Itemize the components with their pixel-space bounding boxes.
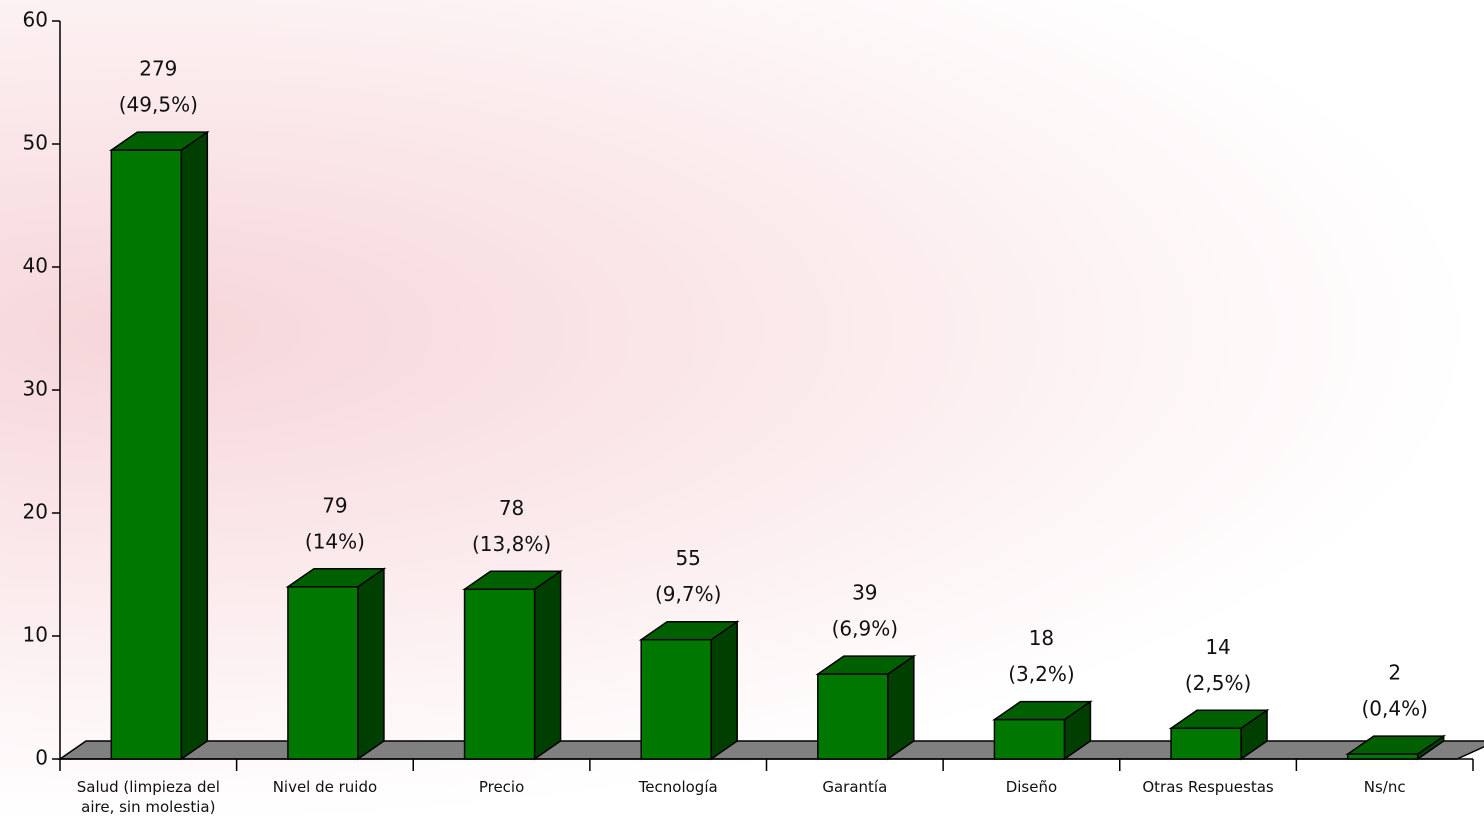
value-label: (0,4%) [1361,697,1427,721]
bar [815,654,917,761]
x-tick-label: Otras Respuestas [1142,778,1274,796]
bar-side [710,620,738,761]
x-tick-label: Tecnología [638,778,718,796]
x-tick-label-box: Ns/nc [1363,778,1406,796]
bar-side [357,567,385,761]
value-label: (6,9%) [832,617,898,641]
value-label: (14%) [305,529,365,553]
bar-front [993,718,1066,760]
count-label: 2 [1388,661,1401,685]
bar [108,130,210,761]
value-label: (2,5%) [1185,671,1251,695]
bar [1345,734,1447,761]
y-tick-label: 40 [23,254,48,278]
count-label: 39 [852,581,877,605]
bar-side [180,130,209,761]
bar-front [1346,753,1419,760]
y-tick-label: 50 [23,131,48,155]
x-tick-label: Garantía [822,778,888,796]
y-tick-label: 60 [23,8,48,32]
x-tick-label-box: Garantía [822,778,888,796]
count-label: 78 [499,496,524,520]
bar-side [533,569,562,761]
value-label: (3,2%) [1008,662,1074,686]
value-label: (49,5%) [119,93,198,117]
x-tick-label-box: Diseño [1005,778,1058,796]
bar [638,620,740,761]
bar-front [110,149,183,760]
count-label: 79 [322,493,347,517]
x-tick-label-box: Tecnología [638,778,718,796]
bar [285,567,387,761]
bar-front [817,673,889,760]
x-tick-label: Salud (limpieza del aire, sin molestia) [76,778,220,816]
bar [1168,708,1270,761]
x-tick-label: Precio [478,778,525,796]
count-label: 279 [139,57,177,81]
bar-front [640,638,712,760]
bar-front [287,586,359,760]
bar-front [1170,727,1242,760]
x-tick-label-box: Salud (limpieza del aire, sin molestia) [76,778,220,816]
count-label: 55 [675,546,700,570]
x-tick-label: Diseño [1005,778,1058,796]
x-tick-label-box: Precio [478,778,525,796]
y-tick-label: 20 [23,500,48,524]
bar [462,569,563,761]
bar [992,700,1093,761]
x-tick-label: Nivel de ruido [272,778,378,796]
floor [57,740,1484,760]
x-tick-label: Ns/nc [1363,778,1406,796]
value-label: (13,8%) [472,532,551,556]
bar-front [463,588,536,760]
y-tick-label: 0 [35,746,48,770]
x-tick-label-box: Otras Respuestas [1142,778,1274,796]
count-label: 14 [1205,635,1230,659]
value-label: (9,7%) [655,582,721,606]
x-tick-label-box: Nivel de ruido [272,778,378,796]
y-tick-label: 10 [23,623,48,647]
y-tick-label: 30 [23,377,48,401]
count-label: 18 [1029,626,1054,650]
